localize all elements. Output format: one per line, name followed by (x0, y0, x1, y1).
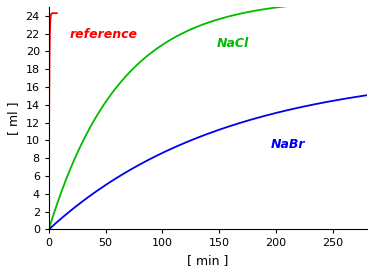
Text: NaCl: NaCl (217, 37, 249, 50)
X-axis label: [ min ]: [ min ] (187, 254, 229, 267)
Y-axis label: [ ml ]: [ ml ] (7, 101, 20, 135)
Text: reference: reference (69, 28, 137, 41)
Text: NaBr: NaBr (270, 138, 305, 151)
